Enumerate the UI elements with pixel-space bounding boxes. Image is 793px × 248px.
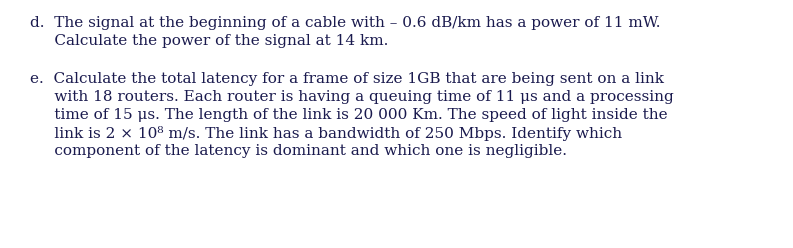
Text: component of the latency is dominant and which one is negligible.: component of the latency is dominant and… — [30, 144, 567, 158]
Text: with 18 routers. Each router is having a queuing time of 11 μs and a processing: with 18 routers. Each router is having a… — [30, 90, 674, 104]
Text: d.  The signal at the beginning of a cable with – 0.6 dB/km has a power of 11 mW: d. The signal at the beginning of a cabl… — [30, 16, 661, 30]
Text: link is 2 × 10⁸ m/s. The link has a bandwidth of 250 Mbps. Identify which: link is 2 × 10⁸ m/s. The link has a band… — [30, 126, 623, 141]
Text: Calculate the power of the signal at 14 km.: Calculate the power of the signal at 14 … — [30, 34, 389, 48]
Text: e.  Calculate the total latency for a frame of size 1GB that are being sent on a: e. Calculate the total latency for a fra… — [30, 72, 664, 86]
Text: time of 15 μs. The length of the link is 20 000 Km. The speed of light inside th: time of 15 μs. The length of the link is… — [30, 108, 668, 122]
